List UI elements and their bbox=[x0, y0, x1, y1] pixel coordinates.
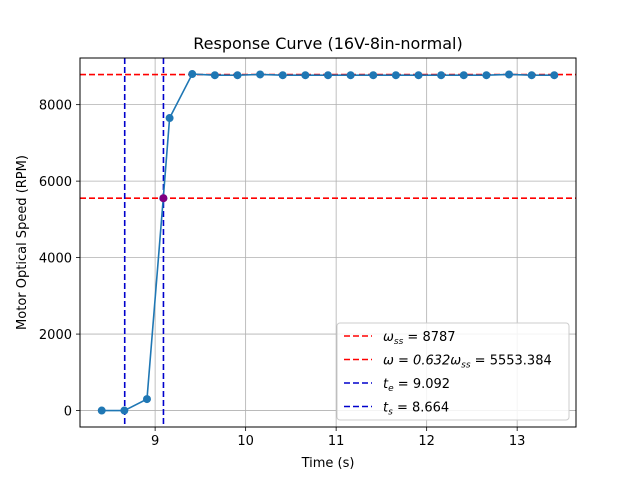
data-point bbox=[505, 70, 514, 79]
y-tick-label: 6000 bbox=[39, 175, 72, 190]
data-point bbox=[97, 406, 106, 415]
legend-label: ts = 8.664 bbox=[383, 401, 449, 418]
data-series bbox=[97, 70, 559, 415]
legend-box bbox=[336, 322, 570, 421]
y-tick-label: 2000 bbox=[39, 328, 72, 343]
data-point bbox=[346, 71, 355, 80]
data-point bbox=[482, 71, 491, 80]
y-tick-label: 0 bbox=[64, 405, 72, 420]
data-point bbox=[278, 71, 287, 80]
y-tick-label: 8000 bbox=[39, 99, 72, 114]
chart-title: Response Curve (16V-8in-normal) bbox=[193, 34, 462, 53]
x-tick-label: 12 bbox=[418, 434, 435, 449]
y-tick-label: 4000 bbox=[39, 252, 72, 267]
series-line bbox=[101, 73, 555, 412]
data-point bbox=[550, 71, 559, 80]
data-point bbox=[324, 71, 332, 80]
plot-frame bbox=[79, 57, 577, 428]
data-point bbox=[437, 71, 446, 80]
data-point bbox=[414, 71, 423, 80]
data-point bbox=[369, 71, 378, 80]
data-point bbox=[256, 70, 265, 79]
x-tick-label: 13 bbox=[509, 434, 526, 449]
data-point bbox=[527, 71, 536, 80]
data-point bbox=[188, 70, 197, 79]
legend-label: te = 9.092 bbox=[383, 377, 450, 394]
data-point bbox=[391, 71, 400, 80]
x-tick-label: 10 bbox=[237, 434, 254, 449]
x-tick-label: 11 bbox=[328, 434, 345, 449]
data-point bbox=[301, 71, 310, 80]
x-tick-label: 9 bbox=[151, 434, 159, 449]
legend-label: ωss = 8787 bbox=[383, 330, 456, 347]
legend-label: ω = 0.632ωss = 5553.384 bbox=[383, 354, 552, 371]
data-point bbox=[165, 114, 174, 123]
legend: ωss = 8787 ω = 0.632ωss = 5553.384 te = 9.… bbox=[336, 322, 570, 421]
y-axis-label: Motor Optical Speed (RPM) bbox=[15, 155, 30, 330]
axis-ticks: 9 10 11 12 13 0 2000 4000 6000 8000 bbox=[39, 99, 526, 449]
x-axis-label: Time (s) bbox=[301, 456, 355, 471]
data-point bbox=[459, 71, 468, 80]
data-point bbox=[210, 71, 219, 80]
data-point bbox=[120, 406, 129, 415]
highlight-point bbox=[159, 194, 168, 203]
data-point bbox=[233, 71, 242, 80]
data-point bbox=[142, 395, 151, 404]
